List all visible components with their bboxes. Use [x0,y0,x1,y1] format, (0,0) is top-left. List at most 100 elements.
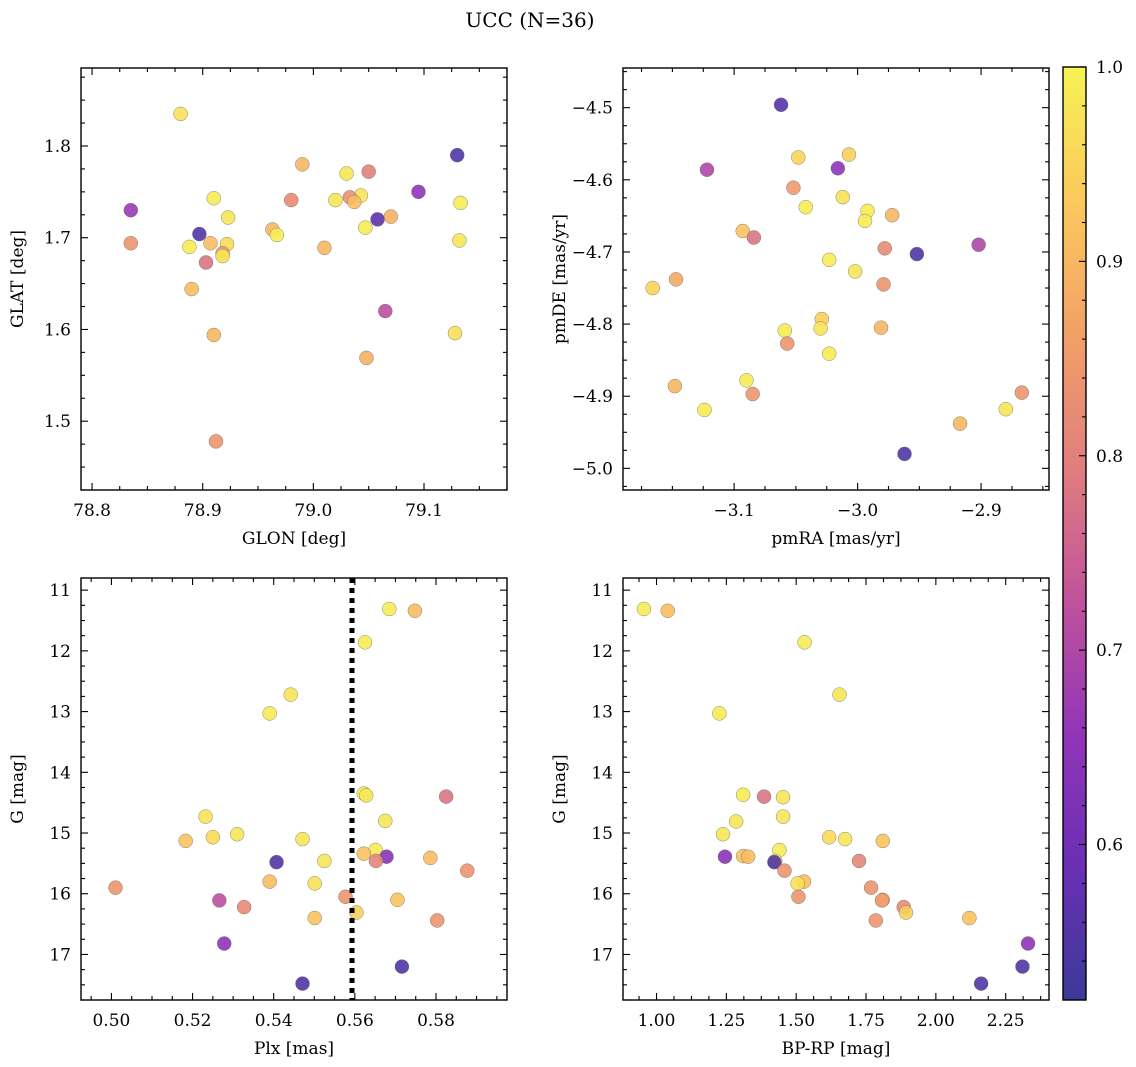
y-tick-label: 1.6 [44,320,71,340]
data-point [262,874,277,889]
y-tick-label: 15 [49,824,71,844]
data-point [295,976,310,991]
data-point [863,880,879,895]
colorbar-tick-label: 0.8 [1096,447,1123,467]
data-point [438,789,454,804]
data-point [832,687,847,702]
data-point [822,252,837,268]
data-point [198,809,213,824]
x-tick-label: 0.58 [417,1011,455,1031]
data-point [775,790,791,805]
x-tick-label: 1.00 [638,1011,676,1031]
data-point [198,255,214,270]
data-point [394,959,410,974]
x-tick-label: 2.25 [987,1011,1025,1031]
x-tick-label: 79.1 [405,501,443,521]
data-point [797,635,812,650]
data-point [712,706,727,721]
data-point [178,833,193,849]
x-tick-label: 1.50 [777,1011,815,1031]
data-point [813,321,828,336]
data-point [875,833,890,849]
y-tick-label: 17 [49,945,71,965]
x-axis-label: BP-RP [mag] [782,1039,891,1059]
data-point [284,192,299,208]
data-point [269,227,285,243]
data-point [317,853,332,869]
data-point [423,850,438,866]
data-point [1014,385,1030,400]
data-point [636,601,652,617]
data-point [269,854,284,870]
data-point [215,248,230,264]
data-point [208,434,224,449]
data-point [790,876,805,891]
data-point [212,893,227,908]
x-tick-label: 78.8 [73,501,111,521]
x-tick-label: −3.1 [713,501,754,521]
data-point [697,402,712,418]
data-point [745,386,760,402]
y-tick-label: 11 [49,581,71,601]
data-point [717,849,733,864]
y-axis-label: GLAT [deg] [8,230,28,328]
data-point [359,788,374,803]
y-tick-label: 12 [49,642,71,662]
data-point [295,831,310,847]
x-tick-label: 0.56 [336,1011,374,1031]
data-point [206,327,221,343]
x-axis-label: Plx [mas] [254,1039,334,1059]
y-tick-label: 13 [591,703,613,723]
x-tick-label: 78.9 [184,501,222,521]
data-point [837,831,853,847]
data-point [884,207,900,223]
data-point [777,863,792,878]
panel-glon-glat: 78.8 78.9 79.0 79.1 1.5 1.6 1.7 1.8 GLON [deg] GL… [8,67,508,549]
data-point [668,272,684,287]
y-tick-label: 13 [49,703,71,723]
data-point [382,601,397,617]
data-point [359,350,374,366]
data-point [746,230,762,245]
data-point [847,264,863,279]
data-point [295,157,310,172]
data-point [1020,936,1036,951]
data-point [798,200,813,215]
colorbar-tick-label: 0.6 [1096,836,1123,856]
data-point [857,213,873,229]
axes-frame [622,67,1050,491]
data-point [357,635,373,650]
data-point [378,813,393,829]
y-tick-label: 1.5 [44,412,71,432]
data-point [777,323,792,338]
data-point [356,846,371,861]
x-axis-label: GLON [deg] [242,529,346,549]
data-point [876,277,891,292]
data-point [667,378,683,394]
data-point [411,184,426,200]
data-point [851,853,867,869]
axes-frame [80,67,508,491]
panel-bprp-g: 1.00 1.25 1.50 1.75 2.00 2.25 11 12 13 14 15 16 17 BP… [550,577,1050,1059]
y-tick-label: 16 [49,885,71,905]
data-point [182,239,197,255]
data-point [898,905,914,920]
colorbar: 0.6 0.7 0.8 0.9 1.0 [1062,58,1123,1001]
y-tick-label: 1.8 [44,137,71,157]
data-point [283,687,298,702]
data-point [773,97,789,112]
colorbar-tick-label: 0.9 [1096,252,1123,272]
data-point [909,246,925,262]
data-point [358,220,373,235]
x-tick-label: 0.54 [255,1011,293,1031]
data-point [739,373,754,388]
data-point [740,849,756,864]
data-point [728,814,744,829]
data-point [868,913,884,928]
y-tick-label: −5.0 [572,459,613,479]
data-point [450,147,465,163]
data-point [971,237,986,252]
data-point [317,240,332,256]
data-point [645,280,660,296]
